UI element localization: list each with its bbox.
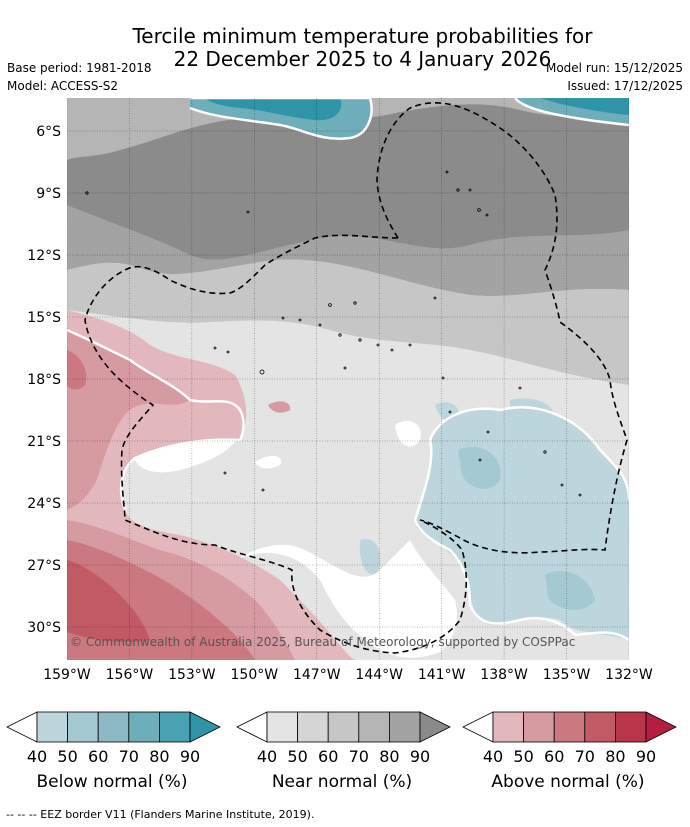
lat-tick-label: 12°S: [27, 248, 61, 264]
colorbar-segment: [492, 711, 525, 743]
lat-tick-label: 24°S: [27, 496, 61, 512]
model-name: Model: ACCESS-S2: [7, 79, 119, 93]
lon-tick-label: 150°W: [231, 667, 279, 683]
lat-tick-label: 6°S: [36, 124, 61, 140]
colorbar-segment: [388, 711, 421, 743]
colorbar-high-extend: [645, 711, 677, 743]
colorbar-high-extend: [189, 711, 221, 743]
colorbar-segment: [615, 711, 647, 743]
colorbar-segment: [158, 711, 191, 743]
colorbar-below-normal: 40 50 60 70 80 90: [6, 711, 221, 766]
lon-tick-label: 141°W: [418, 667, 466, 683]
colorbar-tick-label: 40: [483, 747, 503, 766]
lon-tick-label: 135°W: [543, 667, 591, 683]
colorbar-near-normal: 40 50 60 70 80 90: [236, 711, 451, 766]
colorbar-above-normal: 40 50 60 70 80 90: [462, 711, 677, 766]
colorbar-tick-label: 50: [57, 747, 77, 766]
colorbar-tick-label: 40: [257, 747, 277, 766]
lat-tick-label: 18°S: [27, 372, 61, 388]
colorbar-tick-label: 80: [149, 747, 169, 766]
colorbar-tick-label: 90: [180, 747, 200, 766]
colorbar-segment: [67, 711, 99, 743]
lon-tick-label: 138°W: [480, 667, 528, 683]
lon-tick-label: 156°W: [106, 667, 154, 683]
latitude-tick-labels: 6°S 9°S 12°S 15°S 18°S 21°S 24°S 27°S 30°S: [27, 124, 61, 636]
colorbar-tick-label: 70: [119, 747, 139, 766]
colorbar-segment: [297, 711, 329, 743]
lat-tick-label: 15°S: [27, 310, 61, 326]
colorbar-tick-label: 40: [27, 747, 47, 766]
colorbar-low-extend: [462, 711, 494, 743]
colorbar-near-label: Near normal (%): [271, 772, 413, 792]
colorbar-tick-label: 70: [349, 747, 369, 766]
colorbar-segment: [584, 711, 616, 743]
colorbar-below-label: Below normal (%): [36, 772, 188, 792]
colorbar-low-extend: [236, 711, 268, 743]
colorbar-tick-label: 80: [605, 747, 625, 766]
colorbar-tick-label: 90: [636, 747, 656, 766]
colorbar-tick-label: 80: [379, 747, 399, 766]
longitude-tick-labels: 159°W 156°W 153°W 150°W 147°W 144°W 141°W 138°W…: [43, 667, 653, 683]
colorbar-segment: [128, 711, 160, 743]
colorbar-tick-label: 70: [575, 747, 595, 766]
colorbar-segment: [266, 711, 299, 743]
colorbar-above-label: Above normal (%): [491, 772, 645, 792]
colorbar-tick-label: 60: [544, 747, 564, 766]
title-line-2: 22 December 2025 to 4 January 2026: [173, 47, 552, 71]
colorbar-tick-label: 90: [410, 747, 430, 766]
lat-tick-label: 27°S: [27, 558, 61, 574]
colorbar-segment: [97, 711, 130, 743]
base-period: Base period: 1981-2018: [7, 61, 152, 75]
colorbar-high-extend: [419, 711, 451, 743]
lon-tick-label: 147°W: [293, 667, 341, 683]
colorbar-segment: [358, 711, 390, 743]
colorbar-segment: [36, 711, 69, 743]
lon-tick-label: 132°W: [605, 667, 653, 683]
model-run: Model run: 15/12/2025: [545, 61, 683, 75]
colorbar-segment: [523, 711, 555, 743]
eez-footnote: -- -- -- EEZ border V11 (Flanders Marine…: [6, 808, 315, 821]
lat-tick-label: 9°S: [36, 186, 61, 202]
lon-tick-label: 144°W: [355, 667, 403, 683]
lon-tick-label: 159°W: [43, 667, 91, 683]
probability-field: [67, 98, 629, 660]
colorbar-tick-label: 60: [88, 747, 108, 766]
colorbar-tick-label: 50: [287, 747, 307, 766]
lon-tick-label: 153°W: [168, 667, 216, 683]
colorbar-tick-label: 50: [513, 747, 533, 766]
map-credit: © Commonwealth of Australia 2025, Bureau…: [70, 635, 575, 649]
issued-date: Issued: 17/12/2025: [567, 79, 683, 93]
colorbar-low-extend: [6, 711, 38, 743]
colorbar-tick-label: 60: [318, 747, 338, 766]
colorbar-segment: [327, 711, 360, 743]
colorbar-segment: [553, 711, 586, 743]
lat-tick-label: 30°S: [27, 620, 61, 636]
title-line-1: Tercile minimum temperature probabilitie…: [132, 24, 593, 48]
lat-tick-label: 21°S: [27, 434, 61, 450]
